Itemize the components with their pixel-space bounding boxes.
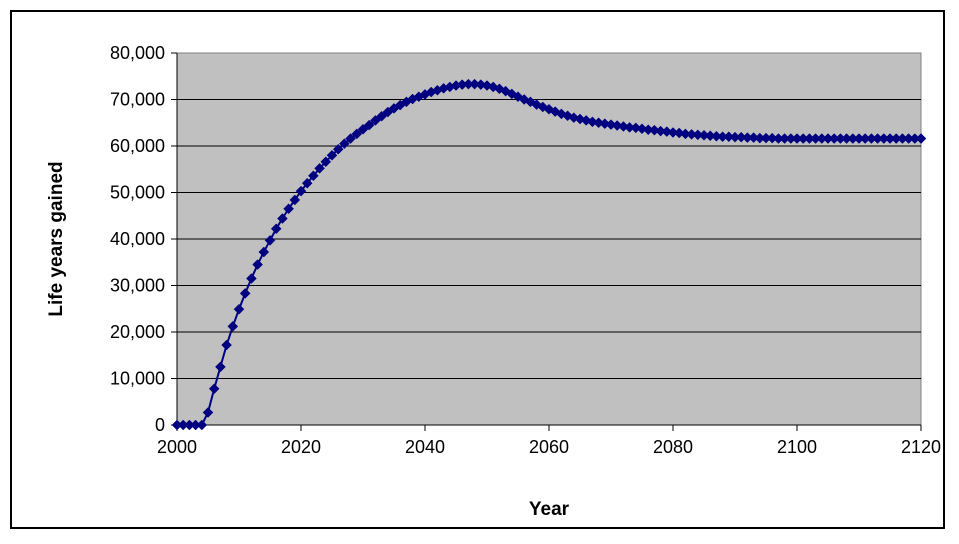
data-point-marker [246, 273, 257, 284]
y-tick-label: 60,000 [110, 136, 165, 156]
data-point-marker [301, 177, 313, 189]
x-tick-label: 2100 [777, 437, 817, 457]
y-tick-label: 70,000 [110, 90, 165, 110]
data-point-marker [351, 128, 363, 140]
data-point-marker [332, 143, 344, 155]
data-point-marker [295, 185, 307, 197]
data-point-marker [326, 149, 338, 161]
x-tick-label: 2000 [157, 437, 197, 457]
x-tick-label: 2120 [901, 437, 941, 457]
data-point-marker [320, 156, 332, 168]
data-point-marker [339, 138, 350, 150]
data-point-marker [289, 194, 301, 206]
x-axis-title: Year [529, 499, 570, 520]
data-point-marker [196, 419, 208, 431]
data-point-marker [233, 303, 245, 315]
y-tick-label: 40,000 [110, 229, 165, 249]
y-tick-label: 80,000 [110, 43, 165, 63]
series-layer [171, 78, 927, 431]
data-point-marker [376, 110, 387, 122]
data-point-marker [283, 203, 294, 215]
y-tick-label: 30,000 [110, 276, 165, 296]
data-point-marker [227, 321, 239, 332]
x-tick-label: 2020 [281, 437, 321, 457]
x-tick-label: 2080 [653, 437, 693, 457]
data-point-marker [357, 123, 369, 135]
data-point-marker [202, 407, 214, 418]
data-point-marker [239, 288, 251, 299]
x-tick-label: 2060 [529, 437, 569, 457]
data-point-marker [221, 339, 232, 351]
x-axis: 2000 2020 2040 2060 2080 2100 2120 [157, 424, 941, 457]
data-point-marker [252, 259, 263, 270]
y-axis: 0 10,000 20,000 30,000 40,000 50,000 60,000 70,… [110, 43, 178, 435]
data-point-marker [258, 246, 270, 258]
data-point-marker [208, 383, 220, 395]
data-point-marker [915, 133, 927, 144]
y-tick-label: 10,000 [110, 369, 165, 389]
y-tick-label: 20,000 [110, 322, 165, 342]
y-tick-label: 50,000 [110, 183, 165, 203]
data-point-marker [345, 133, 356, 144]
data-point-marker [630, 122, 642, 134]
y-axis-title: Life years gained [46, 161, 67, 316]
data-point-marker [314, 162, 325, 174]
x-tick-label: 2040 [405, 437, 445, 457]
data-point-marker [363, 119, 375, 131]
data-point-marker [270, 223, 282, 235]
y-tick-label: 0 [155, 415, 165, 435]
data-point-marker [264, 235, 276, 246]
data-point-marker [277, 213, 288, 224]
data-point-marker [370, 115, 381, 126]
data-point-marker [215, 361, 226, 373]
data-point-marker [308, 170, 319, 182]
